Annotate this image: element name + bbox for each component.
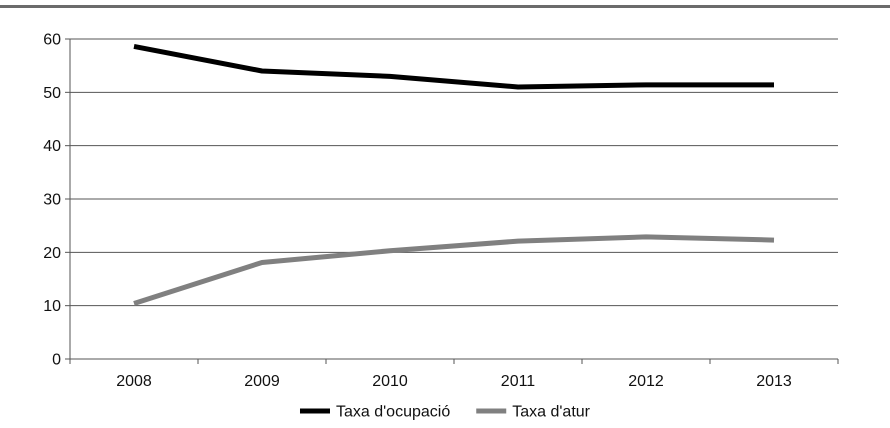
y-tick-label-60: 60 — [43, 32, 61, 49]
legend: Taxa d'ocupació Taxa d'atur — [299, 404, 591, 421]
legend-label-1: Taxa d'ocupació — [336, 404, 450, 421]
x-axis-ticks: 2008 2009 2010 2011 2012 2013 — [69, 359, 839, 390]
x-tick-label-2010: 2010 — [372, 373, 408, 390]
series-line-2 — [133, 234, 775, 306]
legend-item-1: Taxa d'ocupació — [299, 404, 450, 421]
y-tick-label-20: 20 — [43, 245, 61, 262]
x-tick-label-2009: 2009 — [244, 373, 280, 390]
y-tick-label-50: 50 — [43, 85, 61, 102]
series-lines — [133, 44, 775, 306]
y-tick-label-10: 10 — [43, 298, 61, 315]
y-tick-label-0: 0 — [52, 352, 61, 369]
legend-item-2: Taxa d'atur — [476, 404, 591, 421]
x-tick-label-2012: 2012 — [628, 373, 664, 390]
legend-label-2: Taxa d'atur — [512, 404, 590, 421]
x-tick-label-2013: 2013 — [756, 373, 792, 390]
x-tick-label-2008: 2008 — [116, 373, 152, 390]
y-axis-ticks: 0 10 20 30 40 50 60 — [43, 32, 70, 369]
gridlines — [70, 38, 838, 307]
y-tick-label-30: 30 — [43, 192, 61, 209]
y-tick-label-40: 40 — [43, 138, 61, 155]
top-border-rule — [0, 5, 890, 8]
series-line-1 — [133, 44, 774, 90]
x-tick-label-2011: 2011 — [501, 373, 536, 390]
